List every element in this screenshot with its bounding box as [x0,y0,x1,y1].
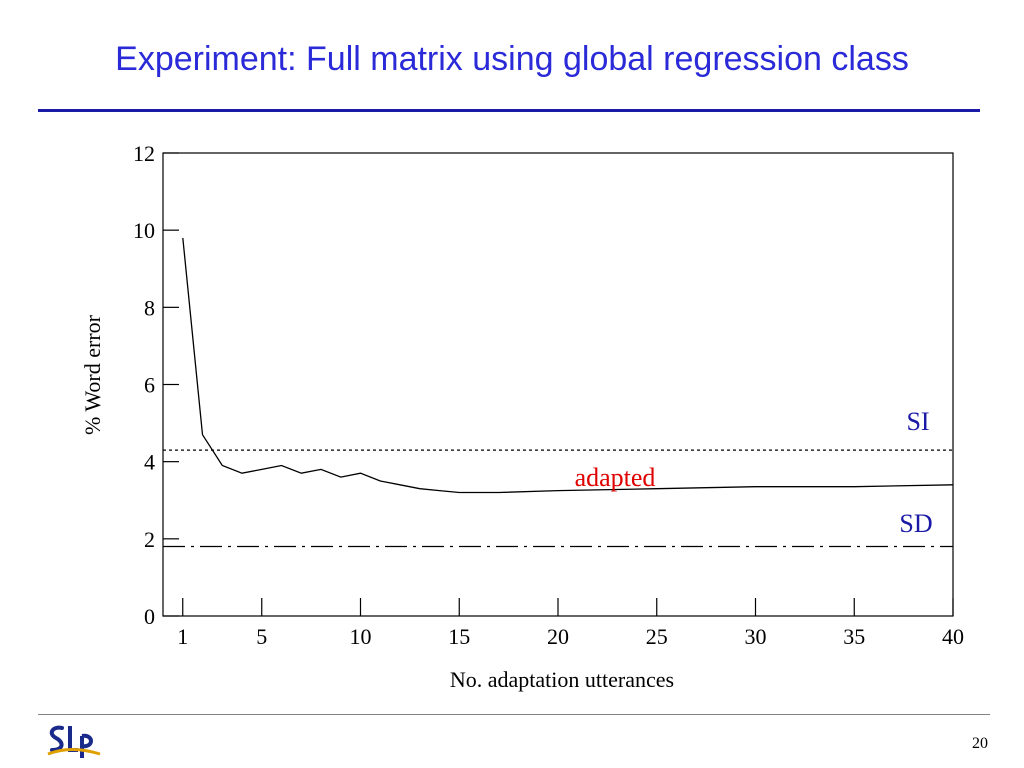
series-layer [163,237,954,548]
y-tick-label: 0 [144,604,155,629]
series-label-si: SI [906,407,929,436]
title-divider [38,109,980,112]
y-tick-label: 6 [144,373,155,398]
y-axis-ticks: 0 2 4 6 8 10 12 [133,141,179,629]
x-tick-label: 35 [843,624,865,649]
footer-divider [38,714,990,715]
x-tick-label: 40 [942,624,964,649]
page-number: 20 [972,735,988,752]
x-tick-label: 5 [256,624,267,649]
x-axis-ticks: 1 5 10 15 20 25 30 35 40 [177,598,964,649]
slp-logo [47,725,101,758]
x-axis-label: No. adaptation utterances [450,667,674,692]
x-tick-label: 30 [745,624,767,649]
x-tick-label: 25 [646,624,668,649]
x-tick-label: 10 [350,624,372,649]
y-tick-label: 12 [133,141,155,166]
series-label-sd: SD [899,509,932,538]
y-axis-label: % Word error [80,314,105,435]
x-tick-label: 15 [448,624,470,649]
series-line-adapted [182,237,954,494]
x-tick-label: 20 [547,624,569,649]
slide-title: Experiment: Full matrix using global reg… [115,40,909,78]
x-tick-label: 1 [177,624,188,649]
y-tick-label: 10 [133,218,155,243]
y-tick-label: 2 [144,527,155,552]
y-tick-label: 8 [144,295,155,320]
y-tick-label: 4 [144,450,155,475]
series-label-adapted: adapted [575,463,656,492]
